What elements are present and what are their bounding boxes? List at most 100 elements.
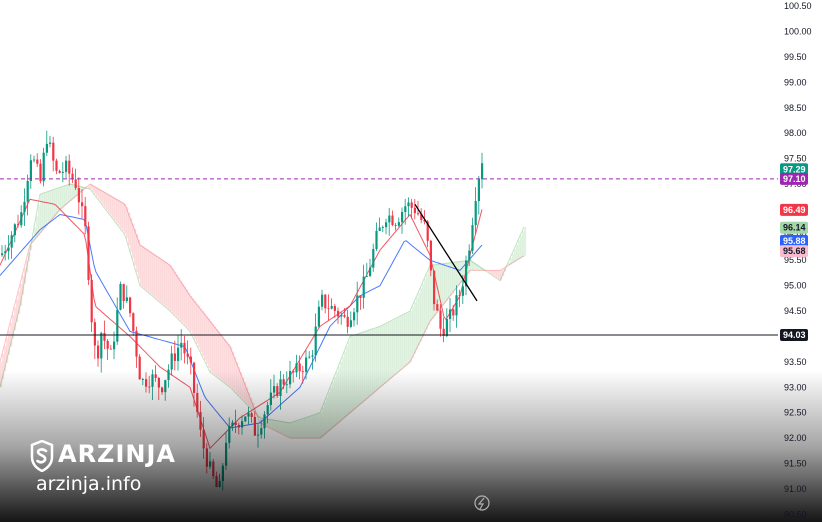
- price-badge: [780, 163, 808, 176]
- cloud-slice: [378, 326, 381, 390]
- candle-body: [13, 224, 16, 236]
- candle-body: [4, 251, 7, 254]
- cloud-slice: [472, 261, 475, 271]
- y-tick-label: 100.50: [784, 1, 812, 11]
- cloud-slice: [8, 330, 11, 355]
- cloud-slice: [412, 306, 415, 358]
- candle-body: [180, 342, 183, 348]
- cloud-slice: [410, 311, 413, 362]
- candle-body: [135, 330, 138, 357]
- cloud-slice: [88, 185, 91, 189]
- cloud-slice: [500, 270, 503, 281]
- cloud-slice: [104, 192, 107, 208]
- cloud-slice: [110, 195, 113, 216]
- cloud-slice: [106, 193, 109, 210]
- y-tick-label: 96.00: [784, 230, 807, 240]
- cloud-slice: [100, 189, 103, 203]
- cloud-slice: [510, 258, 513, 265]
- cloud-slice: [170, 265, 173, 312]
- candle-body: [84, 206, 87, 227]
- cloud-slice: [388, 322, 391, 381]
- price-badge: [780, 203, 808, 216]
- replay-icon[interactable]: [474, 495, 490, 511]
- cloud-slice: [198, 305, 201, 348]
- candle-body: [413, 207, 416, 214]
- cloud-slice: [42, 193, 45, 231]
- candle-body: [100, 332, 103, 359]
- cloud-slice: [428, 269, 431, 326]
- candle-body: [52, 142, 55, 161]
- cloud-slice: [90, 183, 93, 190]
- candle-body: [369, 267, 372, 277]
- candle-body: [404, 206, 407, 212]
- candle-body: [474, 201, 477, 226]
- cloud-slice: [440, 264, 443, 309]
- candle-body: [138, 356, 141, 380]
- trendline[interactable]: [414, 203, 478, 302]
- candle-body: [455, 295, 458, 316]
- candle-body: [132, 313, 135, 331]
- cloud-slice: [230, 346, 233, 388]
- cloud-slice: [36, 216, 39, 238]
- candle-body: [189, 356, 192, 363]
- candle-body: [449, 309, 452, 319]
- cloud-slice: [212, 323, 215, 374]
- cloud-slice: [468, 260, 471, 273]
- cloud-slice: [150, 251, 153, 295]
- cloud-slice: [398, 317, 401, 373]
- cloud-slice: [406, 313, 409, 366]
- candle-body: [337, 310, 340, 317]
- cloud-slice: [460, 261, 463, 284]
- cloud-slice: [128, 212, 131, 245]
- cloud-slice: [364, 331, 367, 401]
- cloud-slice: [146, 249, 149, 291]
- cloud-slice: [184, 286, 187, 326]
- cloud-slice: [72, 184, 75, 200]
- brand-url: arzinja.info: [36, 473, 142, 495]
- cloud-slice: [142, 246, 145, 288]
- cloud-slice: [50, 190, 53, 222]
- cloud-slice: [30, 244, 33, 251]
- cloud-slice: [482, 268, 485, 271]
- cloud-slice: [166, 262, 169, 308]
- cloud-slice: [12, 315, 15, 339]
- cloud-slice: [178, 277, 181, 320]
- cloud-slice: [462, 261, 465, 281]
- candle-body: [471, 225, 474, 251]
- cloud-slice: [438, 264, 441, 312]
- candle-body: [445, 318, 448, 337]
- cloud-slice: [470, 260, 473, 271]
- cloud-slice: [52, 190, 55, 219]
- candle-body: [378, 227, 381, 231]
- cloud-slice: [28, 252, 31, 262]
- cloud-slice: [122, 202, 125, 231]
- cloud-slice: [168, 263, 171, 310]
- candle-body: [397, 222, 400, 226]
- candle-body: [77, 188, 80, 203]
- drawn-trendline[interactable]: [414, 203, 478, 302]
- cloud-slice: [384, 324, 387, 384]
- cloud-slice: [522, 231, 525, 257]
- price-badge: [780, 234, 808, 247]
- cloud-slice: [442, 263, 445, 306]
- candle-body: [401, 211, 404, 223]
- cloud-slice: [20, 283, 23, 306]
- candle-body: [29, 160, 32, 181]
- cloud-slice: [514, 249, 517, 262]
- candle-body: [26, 180, 29, 202]
- cloud-slice: [372, 329, 375, 395]
- candle-body: [353, 312, 356, 321]
- cloud-slice: [94, 186, 97, 195]
- cloud-slice: [18, 291, 21, 315]
- cloud-slice: [190, 295, 193, 332]
- candle-body: [343, 315, 346, 317]
- candle-body: [90, 279, 93, 323]
- cloud-slice: [156, 255, 159, 300]
- price-badge: [780, 172, 808, 185]
- price-badge: [780, 221, 808, 234]
- candle-body: [58, 170, 61, 173]
- candle-body: [129, 297, 132, 314]
- cloud-slice: [38, 205, 41, 236]
